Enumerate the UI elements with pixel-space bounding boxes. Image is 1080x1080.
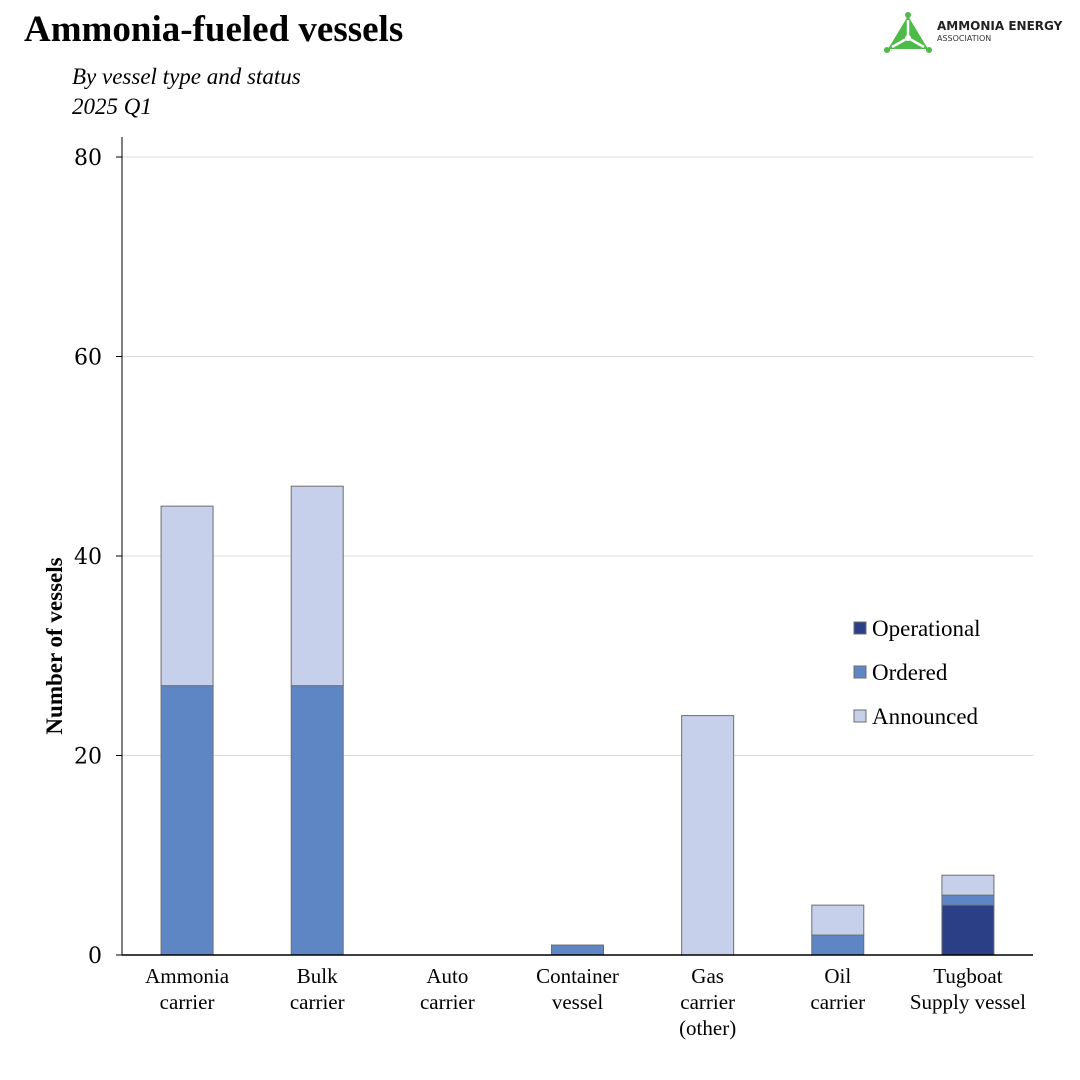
x-tick-label: Gas [691, 964, 724, 988]
x-tick-label: Ammonia [145, 964, 230, 988]
y-tick-label: 0 [88, 944, 102, 969]
legend-label: Announced [872, 704, 979, 729]
x-tick-label: Bulk [297, 964, 338, 988]
legend-label: Ordered [872, 660, 948, 685]
bar-segment-announced [290, 485, 344, 687]
logo-subtext: ASSOCIATION [937, 34, 992, 43]
chart-period: 2025 Q1 [72, 94, 152, 119]
legend-label: Operational [872, 616, 981, 641]
x-tick-label: (other) [679, 1016, 736, 1040]
x-tick-label: vessel [552, 990, 603, 1014]
x-tick-label: carrier [810, 990, 865, 1014]
x-tick-label: Container [536, 964, 619, 988]
x-tick-label: carrier [160, 990, 215, 1014]
chart-subtitle: By vessel type and status [72, 64, 301, 89]
legend-swatch [853, 709, 867, 723]
bar-segment-announced [811, 904, 865, 936]
x-tick-label: carrier [420, 990, 475, 1014]
y-axis-label: Number of vessels [42, 557, 67, 734]
x-tick-label: Auto [426, 964, 468, 988]
x-tick-label: carrier [680, 990, 735, 1014]
x-tick-label: Tugboat [933, 964, 1002, 988]
y-tick-label: 40 [74, 545, 102, 570]
y-tick-label: 60 [74, 346, 102, 371]
chart-title: Ammonia-fueled vessels [24, 9, 404, 50]
logo-text: AMMONIA ENERGY [937, 19, 1063, 33]
bar-segment-announced [681, 715, 735, 956]
x-tick-label: Supply vessel [910, 990, 1026, 1014]
x-tick-label: carrier [290, 990, 345, 1014]
legend-swatch [853, 621, 867, 635]
bar-segment-announced [160, 505, 214, 687]
bar-segment-announced [941, 874, 995, 896]
bar-segment-ordered [290, 685, 344, 956]
legend-swatch [853, 665, 867, 679]
bar-segment-ordered [160, 685, 214, 956]
y-tick-label: 20 [74, 745, 102, 770]
x-tick-label: Oil [824, 964, 851, 988]
y-tick-label: 80 [74, 146, 102, 171]
